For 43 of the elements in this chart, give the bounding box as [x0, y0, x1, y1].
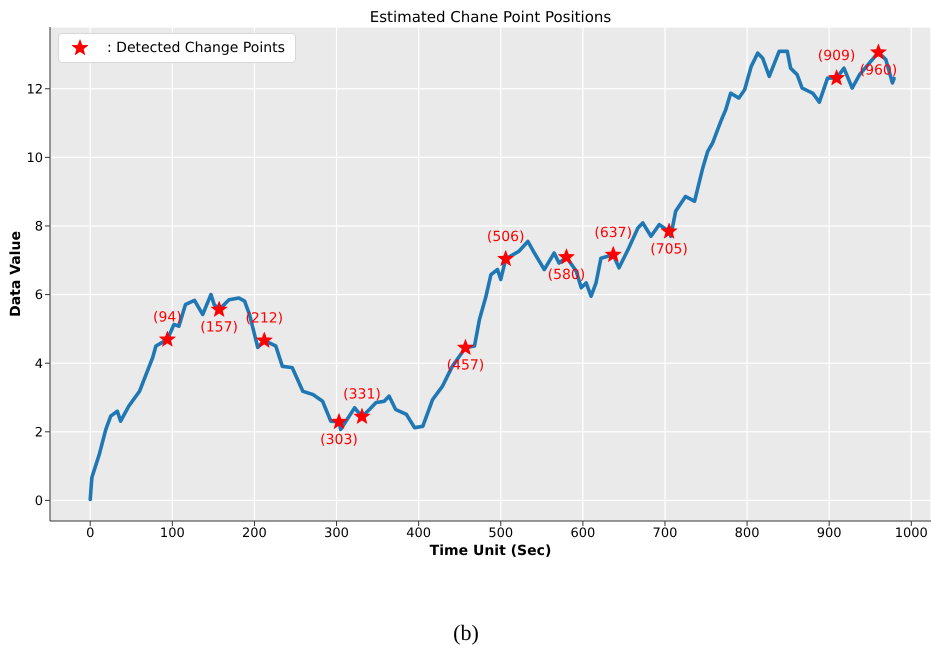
annotation: (506) [486, 228, 525, 245]
x-tick-label: 1000 [894, 526, 928, 542]
x-axis-title: Time Unit (Sec) [430, 543, 552, 559]
x-tick-label: 500 [488, 526, 514, 542]
point [558, 248, 575, 264]
annotation: (637) [594, 224, 632, 241]
y-tick-label: 4 [34, 356, 43, 372]
annotation: (331) [343, 386, 381, 403]
point [497, 250, 514, 266]
x-tick-label: 600 [570, 526, 596, 542]
annotation: (705) [650, 241, 688, 258]
x-tick-label: 400 [406, 526, 432, 542]
point [210, 300, 228, 317]
x-tick-label: 700 [652, 526, 678, 542]
x-tick-label: 100 [160, 526, 185, 542]
text: (b) [452, 620, 480, 646]
y-axis-title: Data Value [8, 231, 24, 317]
point [870, 44, 887, 60]
point [354, 408, 370, 424]
x-tick-label: 200 [242, 526, 267, 542]
annotation: (94) [153, 310, 182, 326]
point [660, 222, 678, 239]
y-tick-label: 10 [26, 150, 43, 166]
point [159, 330, 176, 347]
chart-title: Estimated Chane Point Positions [368, 8, 612, 26]
x-tick-label: 900 [816, 526, 842, 542]
annotation: (303) [320, 432, 358, 448]
y-tick-label: 2 [34, 425, 43, 440]
x-tick-label: 300 [324, 526, 349, 542]
x-tick-label: 0 [86, 526, 94, 542]
annotation: (909) [818, 48, 856, 64]
point [256, 332, 273, 348]
y-tick-label: 12 [26, 82, 43, 98]
y-tick-label: 0 [34, 494, 43, 510]
y-tick-label: 6 [34, 288, 43, 304]
x-tick-label: 800 [734, 526, 760, 542]
point [604, 246, 622, 262]
annotation: (157) [200, 320, 238, 336]
point [457, 339, 474, 355]
legend-label: : Detected Change Points [107, 40, 285, 56]
point [330, 413, 348, 429]
y-tick-label: 8 [34, 220, 43, 235]
point [828, 69, 845, 86]
